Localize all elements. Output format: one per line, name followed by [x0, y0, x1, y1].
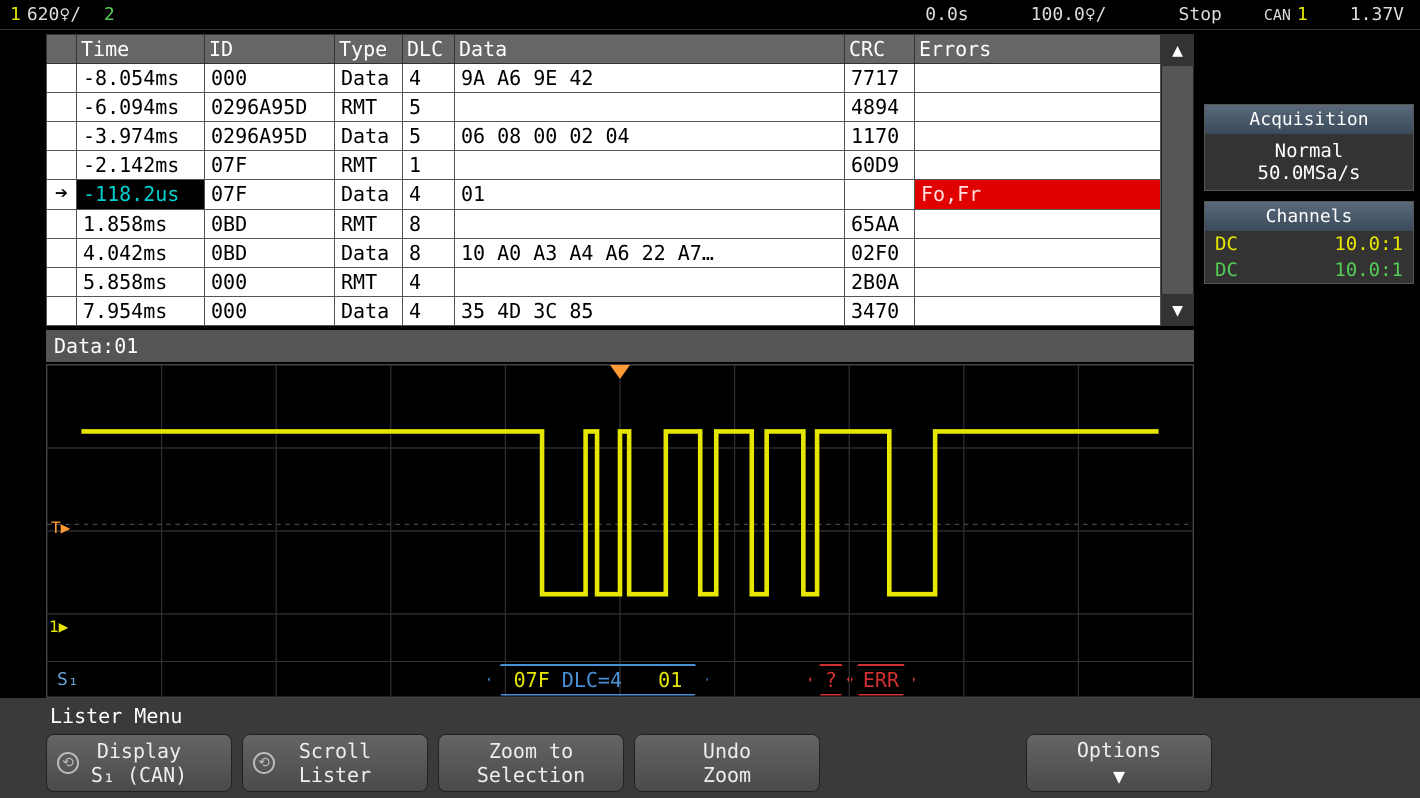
softkey-line2: Selection [477, 763, 585, 787]
table-row[interactable]: 5.858ms000RMT42B0A [47, 267, 1161, 296]
run-state: Stop [1179, 4, 1222, 25]
decode-error: ERR [847, 664, 915, 696]
decode-channel: 1 [1297, 4, 1308, 25]
acquisition-rate: 50.0MSa/s [1213, 162, 1405, 184]
scroll-track[interactable] [1161, 66, 1194, 294]
channels-title: Channels [1205, 202, 1413, 231]
acquisition-mode: Normal [1213, 140, 1405, 162]
softkey-menu: Lister Menu ⟲ DisplayS₁ (CAN) ⟲ ScrollListe… [0, 698, 1420, 798]
menu-title: Lister Menu [46, 702, 1374, 734]
trigger-level: 1.37V [1350, 4, 1404, 25]
waveform-area[interactable]: T▶ 1▶ S₁ 07F DLC=4 01 ? ERR [46, 364, 1194, 698]
table-scrollbar[interactable]: ▲ ▼ [1161, 34, 1194, 326]
time-position: 0.0s [925, 4, 968, 25]
decode-id: 07F [514, 668, 550, 692]
decode-unknown: ? [809, 664, 853, 696]
back-icon: ⟲ [57, 752, 79, 774]
softkey-line1: Display [97, 739, 181, 763]
ch1-number: 1 [10, 4, 21, 25]
softkey-line2: S₁ (CAN) [91, 763, 187, 787]
decode-dlc: DLC=4 [562, 668, 622, 692]
acquisition-panel: Acquisition Normal 50.0MSa/s [1204, 104, 1414, 191]
table-row[interactable]: 1.858ms0BDRMT865AA [47, 209, 1161, 238]
table-row[interactable]: 4.042ms0BDData810 A0 A3 A4 A6 22 A7…02F0 [47, 238, 1161, 267]
time-per-div: 100.0♀/ [1031, 4, 1107, 25]
col-time: Time [77, 35, 205, 64]
decode-frame: 07F DLC=4 01 [488, 664, 709, 696]
softkey-line1: Zoom to [489, 739, 573, 763]
serial-bus-label: S₁ [57, 669, 79, 690]
softkey-line2: Lister [299, 763, 371, 787]
softkey-line2: Zoom [703, 763, 751, 787]
decode-data0: 01 [658, 668, 682, 692]
top-status-bar: 1 620♀/ 2 0.0s 100.0♀/ Stop CAN 1 1.37V [0, 0, 1420, 30]
current-data-label: Data:01 [46, 330, 1194, 362]
softkey-spacer [830, 734, 1016, 792]
softkey-button[interactable]: Options▼ [1026, 734, 1212, 792]
table-header-row: Time ID Type DLC Data CRC Errors [47, 35, 1161, 64]
col-data: Data [455, 35, 845, 64]
col-type: Type [335, 35, 403, 64]
decode-error-frames: ? ERR [815, 664, 915, 696]
table-row[interactable]: -3.974ms0296A95DData506 08 00 02 041170 [47, 122, 1161, 151]
lister-table[interactable]: Time ID Type DLC Data CRC Errors -8.054m… [46, 34, 1161, 326]
softkey-button[interactable]: ⟲ DisplayS₁ (CAN) [46, 734, 232, 792]
channel-row: DC10.0:1 [1205, 231, 1413, 257]
back-icon: ⟲ [253, 752, 275, 774]
channel-row: DC10.0:1 [1205, 257, 1413, 283]
softkey-button[interactable]: Zoom toSelection [438, 734, 624, 792]
table-row[interactable]: -2.142ms07FRMT160D9 [47, 151, 1161, 180]
col-errors: Errors [914, 35, 1160, 64]
softkey-line1: Scroll [299, 739, 371, 763]
lister-table-container: Time ID Type DLC Data CRC Errors -8.054m… [46, 34, 1194, 326]
table-row[interactable]: -8.054ms000Data49A A6 9E 427717 [47, 64, 1161, 93]
softkey-line1: Undo [703, 739, 751, 763]
acquisition-title: Acquisition [1205, 105, 1413, 134]
ch1-scale: 620♀/ [27, 4, 81, 25]
softkey-button[interactable]: ⟲ ScrollLister [242, 734, 428, 792]
decode-proto-label: CAN [1264, 6, 1291, 24]
softkey-line1: Options [1077, 738, 1161, 762]
scroll-down-button[interactable]: ▼ [1161, 294, 1194, 326]
table-row[interactable]: ➔-118.2us07FData401Fo,Fr [47, 180, 1161, 209]
col-id: ID [205, 35, 335, 64]
softkey-button[interactable]: UndoZoom [634, 734, 820, 792]
ch2-number: 2 [104, 4, 115, 25]
col-indicator [47, 35, 77, 64]
col-dlc: DLC [403, 35, 455, 64]
col-crc: CRC [844, 35, 914, 64]
table-row[interactable]: 7.954ms000Data435 4D 3C 853470 [47, 296, 1161, 325]
decode-lane: S₁ 07F DLC=4 01 ? ERR [47, 661, 1193, 697]
channels-panel: Channels DC10.0:1DC10.0:1 [1204, 201, 1414, 284]
table-row[interactable]: -6.094ms0296A95DRMT54894 [47, 93, 1161, 122]
waveform-trace [47, 365, 1193, 663]
chevron-down-icon: ▼ [1113, 764, 1125, 788]
scroll-up-button[interactable]: ▲ [1161, 34, 1194, 66]
